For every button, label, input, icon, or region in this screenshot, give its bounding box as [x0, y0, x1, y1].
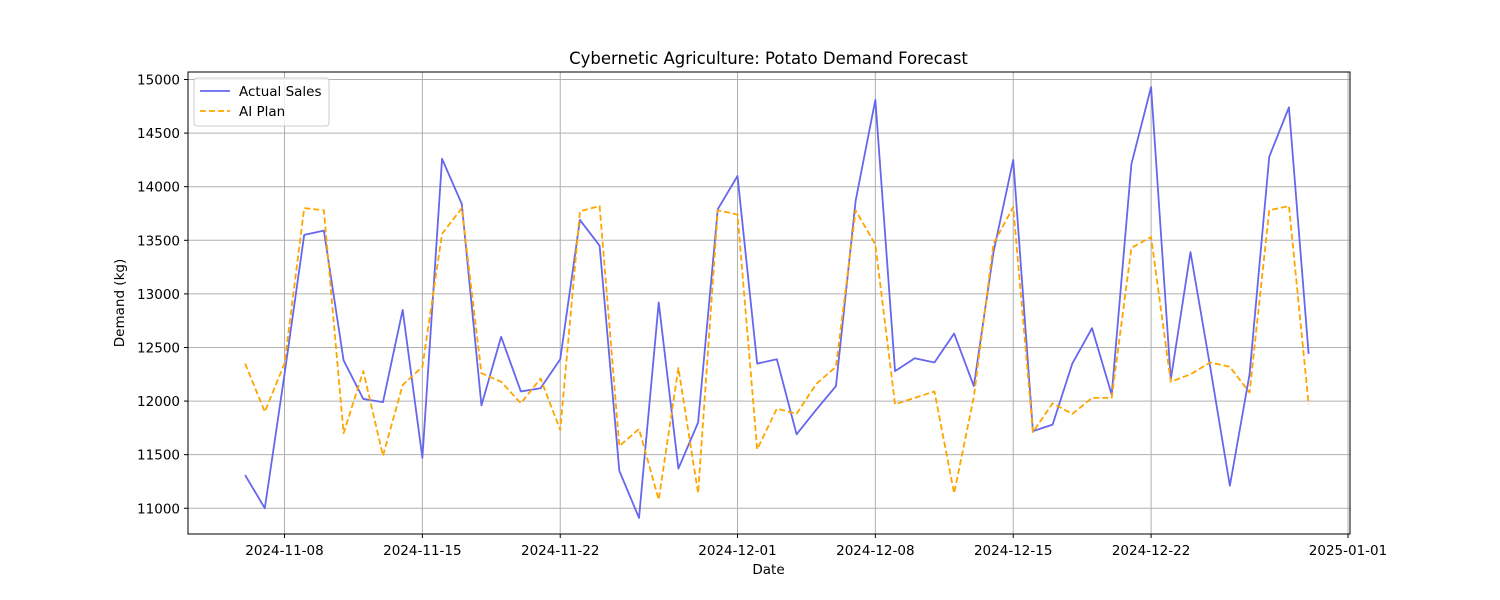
x-tick-label: 2024-12-22	[1112, 543, 1190, 559]
x-tick-label: 2025-01-01	[1309, 543, 1387, 559]
y-tick-label: 12500	[137, 340, 180, 356]
x-tick-label: 2024-11-15	[383, 543, 461, 559]
x-tick-label: 2024-11-08	[245, 543, 323, 559]
y-axis-title: Demand (kg)	[112, 259, 128, 347]
x-tick-label: 2024-11-22	[521, 543, 599, 559]
y-tick-label: 13500	[137, 233, 180, 249]
series-layer	[244, 86, 1310, 519]
y-tick-label: 14000	[137, 180, 180, 196]
legend-label-actual-sales: Actual Sales	[239, 84, 322, 100]
series-line-ai-plan	[244, 205, 1310, 501]
y-tick-label: 14500	[137, 126, 180, 142]
legend-frame	[193, 77, 330, 127]
x-axis-title: Date	[752, 562, 784, 578]
y-tick-label: 13000	[137, 287, 180, 303]
legend: Actual Sales AI Plan	[193, 77, 330, 127]
chart-title: Cybernetic Agriculture: Potato Demand Fo…	[569, 49, 968, 68]
y-tick-label: 11500	[137, 448, 180, 464]
legend-label-ai-plan: AI Plan	[239, 104, 285, 120]
plot-frame	[187, 71, 1351, 535]
y-tick-label: 12000	[137, 394, 180, 410]
series-line-actual-sales	[244, 86, 1310, 519]
x-tick-label: 2024-12-01	[698, 543, 776, 559]
y-tick-label: 15000	[137, 73, 180, 89]
x-tick-label: 2024-12-15	[974, 543, 1052, 559]
tick-layer: 11000 11500 12000 12500 13000 13500 14000 14500…	[137, 73, 1387, 559]
y-tick-label: 11000	[137, 501, 180, 517]
x-tick-label: 2024-12-08	[836, 543, 914, 559]
